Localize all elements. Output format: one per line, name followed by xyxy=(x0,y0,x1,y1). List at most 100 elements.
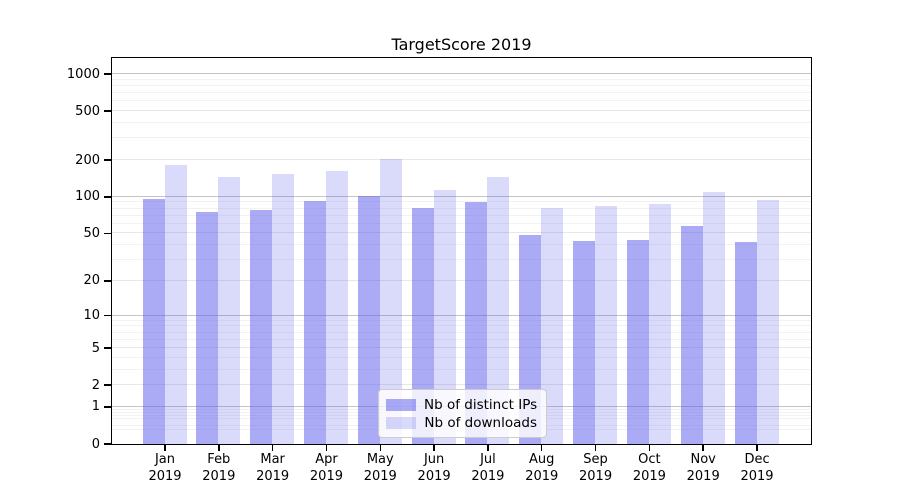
x-tick-label: Aug 2019 xyxy=(525,452,559,484)
x-tick-label: Oct 2019 xyxy=(632,452,666,484)
legend-item: Nb of distinct IPs xyxy=(386,397,537,413)
y-tick-label: 0 xyxy=(91,436,100,452)
y-tick-mark xyxy=(104,384,111,386)
x-tick-mark xyxy=(648,444,651,451)
x-tick-mark xyxy=(325,444,328,451)
y-tick-label: 20 xyxy=(83,273,100,289)
legend: Nb of distinct IPs Nb of downloads xyxy=(378,389,547,438)
gridline xyxy=(111,319,811,321)
gridline xyxy=(111,325,811,327)
y-tick-label: 5 xyxy=(91,340,100,356)
gridline xyxy=(111,244,811,246)
gridline xyxy=(111,78,811,80)
gridline xyxy=(111,368,811,370)
x-tick-mark xyxy=(540,444,543,451)
y-tick-mark xyxy=(104,347,111,349)
gridline xyxy=(111,279,811,281)
bar-downloads-apr xyxy=(325,170,348,444)
x-tick-mark xyxy=(594,444,597,451)
x-tick-label: Mar 2019 xyxy=(256,452,290,484)
y-tick-label: 500 xyxy=(75,103,100,119)
y-tick-label: 2 xyxy=(91,377,100,393)
bar-downloads-jul xyxy=(487,177,510,444)
gridline xyxy=(111,338,811,340)
bar-downloads-feb xyxy=(218,177,241,444)
gridline xyxy=(111,347,811,349)
bar-ips-apr xyxy=(303,201,326,444)
bar-ips-mar xyxy=(250,209,273,444)
legend-swatch-ips xyxy=(386,399,416,411)
bar-downloads-nov xyxy=(702,192,725,444)
y-tick-mark xyxy=(104,110,111,112)
gridline xyxy=(111,207,811,209)
gridline xyxy=(111,84,811,86)
legend-swatch-downloads xyxy=(386,417,416,429)
gridline xyxy=(111,122,811,124)
bar-ips-jul xyxy=(465,201,488,444)
x-tick-mark xyxy=(164,444,166,451)
y-tick-label: 50 xyxy=(83,225,100,241)
gridline xyxy=(111,314,811,316)
y-tick-mark xyxy=(104,314,111,317)
gridline xyxy=(111,92,811,94)
x-tick-label: Apr 2019 xyxy=(309,452,343,484)
x-tick-mark xyxy=(379,444,382,451)
bar-ips-feb xyxy=(196,211,219,444)
gridline xyxy=(111,232,811,234)
bar-downloads-mar xyxy=(272,174,295,444)
x-tick-label: May 2019 xyxy=(363,452,397,484)
y-tick-label: 100 xyxy=(75,189,100,205)
gridline xyxy=(111,159,811,161)
gridline xyxy=(111,100,811,102)
y-tick-mark xyxy=(104,159,111,161)
bar-downloads-aug xyxy=(541,208,564,444)
gridline xyxy=(111,110,811,112)
bar-downloads-oct xyxy=(648,204,671,444)
y-tick-mark xyxy=(104,406,111,408)
x-tick-label: Dec 2019 xyxy=(740,452,774,484)
gridline xyxy=(111,384,811,386)
y-tick-mark xyxy=(104,196,111,198)
legend-item: Nb of downloads xyxy=(386,415,537,431)
gridline xyxy=(111,331,811,333)
bar-downloads-dec xyxy=(756,199,779,444)
gridline xyxy=(111,195,811,197)
gridline xyxy=(111,356,811,358)
bar-ips-oct xyxy=(626,239,649,444)
gridline xyxy=(111,73,811,75)
y-tick-mark xyxy=(104,73,111,75)
gridline xyxy=(111,201,811,203)
x-tick-label: Jan 2019 xyxy=(148,452,182,484)
y-tick-mark xyxy=(104,280,111,282)
y-tick-label: 10 xyxy=(83,308,100,324)
bar-downloads-sep xyxy=(595,206,618,444)
bar-ips-may xyxy=(357,196,380,444)
gridline xyxy=(111,222,811,224)
bar-ips-dec xyxy=(734,242,757,444)
x-tick-mark xyxy=(702,444,704,451)
bar-ips-sep xyxy=(573,240,596,444)
bar-ips-jun xyxy=(411,208,434,444)
gridline xyxy=(111,214,811,216)
y-tick-label: 200 xyxy=(75,152,100,168)
x-tick-mark xyxy=(218,444,220,451)
x-tick-label: Jun 2019 xyxy=(417,452,451,484)
plot-area xyxy=(110,56,812,445)
chart-title: TargetScore 2019 xyxy=(391,35,532,54)
x-tick-mark xyxy=(433,444,435,451)
bar-downloads-jun xyxy=(433,190,456,444)
x-tick-label: Feb 2019 xyxy=(202,452,236,484)
gridline xyxy=(111,137,811,139)
y-tick-mark xyxy=(104,443,111,445)
legend-label: Nb of downloads xyxy=(424,415,537,431)
bar-downloads-may xyxy=(379,159,402,444)
x-tick-label: Jul 2019 xyxy=(471,452,505,484)
plot-canvas xyxy=(111,58,811,444)
bar-ips-nov xyxy=(680,226,703,444)
x-tick-label: Nov 2019 xyxy=(686,452,720,484)
x-tick-mark xyxy=(756,444,758,451)
y-tick-label: 1000 xyxy=(66,66,100,82)
x-tick-mark xyxy=(487,444,489,451)
bar-downloads-jan xyxy=(164,164,187,444)
